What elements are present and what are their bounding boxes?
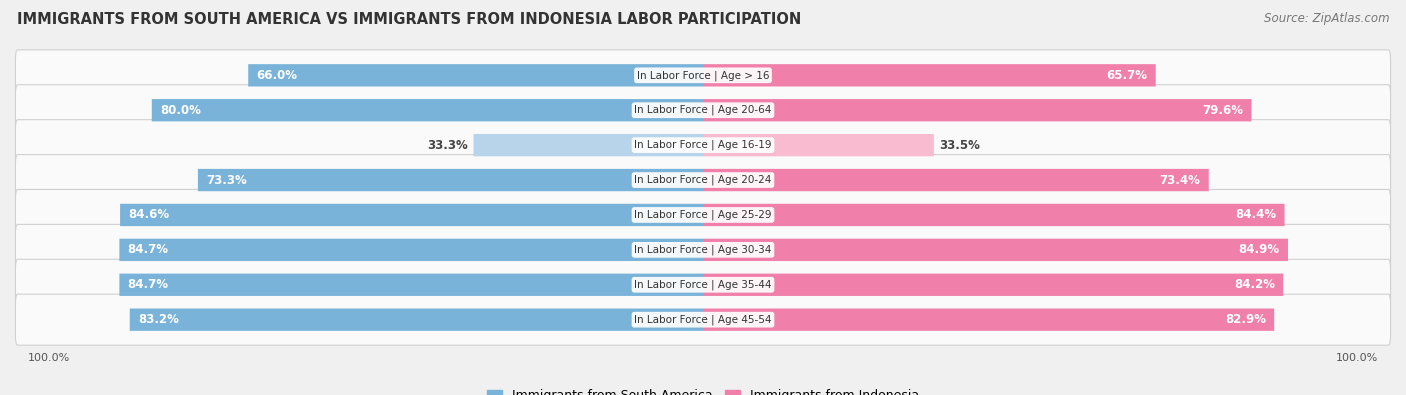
Text: 84.2%: 84.2% (1234, 278, 1275, 291)
FancyBboxPatch shape (120, 204, 703, 226)
Text: In Labor Force | Age 35-44: In Labor Force | Age 35-44 (634, 280, 772, 290)
Text: Source: ZipAtlas.com: Source: ZipAtlas.com (1264, 12, 1389, 25)
Text: 73.4%: 73.4% (1160, 173, 1201, 186)
FancyBboxPatch shape (15, 294, 1391, 345)
Text: 33.3%: 33.3% (427, 139, 468, 152)
Text: 83.2%: 83.2% (138, 313, 179, 326)
Text: 84.7%: 84.7% (128, 278, 169, 291)
FancyBboxPatch shape (15, 85, 1391, 136)
Text: 65.7%: 65.7% (1107, 69, 1147, 82)
FancyBboxPatch shape (703, 64, 1156, 87)
Text: 84.6%: 84.6% (128, 209, 170, 222)
FancyBboxPatch shape (703, 308, 1274, 331)
FancyBboxPatch shape (249, 64, 703, 87)
FancyBboxPatch shape (703, 274, 1284, 296)
Text: 82.9%: 82.9% (1225, 313, 1265, 326)
Text: In Labor Force | Age 20-64: In Labor Force | Age 20-64 (634, 105, 772, 115)
Text: 33.5%: 33.5% (939, 139, 980, 152)
Text: 80.0%: 80.0% (160, 104, 201, 117)
Legend: Immigrants from South America, Immigrants from Indonesia: Immigrants from South America, Immigrant… (482, 384, 924, 395)
FancyBboxPatch shape (703, 99, 1251, 121)
FancyBboxPatch shape (15, 190, 1391, 241)
Text: In Labor Force | Age 16-19: In Labor Force | Age 16-19 (634, 140, 772, 150)
FancyBboxPatch shape (703, 134, 934, 156)
FancyBboxPatch shape (15, 259, 1391, 310)
Text: In Labor Force | Age 45-54: In Labor Force | Age 45-54 (634, 314, 772, 325)
FancyBboxPatch shape (15, 224, 1391, 275)
FancyBboxPatch shape (152, 99, 703, 121)
Text: In Labor Force | Age 25-29: In Labor Force | Age 25-29 (634, 210, 772, 220)
FancyBboxPatch shape (129, 308, 703, 331)
FancyBboxPatch shape (120, 274, 703, 296)
FancyBboxPatch shape (15, 120, 1391, 171)
Text: 100.0%: 100.0% (1336, 353, 1378, 363)
Text: 73.3%: 73.3% (207, 173, 247, 186)
FancyBboxPatch shape (703, 204, 1285, 226)
FancyBboxPatch shape (703, 239, 1288, 261)
Text: In Labor Force | Age 20-24: In Labor Force | Age 20-24 (634, 175, 772, 185)
FancyBboxPatch shape (120, 239, 703, 261)
Text: In Labor Force | Age > 16: In Labor Force | Age > 16 (637, 70, 769, 81)
FancyBboxPatch shape (15, 50, 1391, 101)
Text: IMMIGRANTS FROM SOUTH AMERICA VS IMMIGRANTS FROM INDONESIA LABOR PARTICIPATION: IMMIGRANTS FROM SOUTH AMERICA VS IMMIGRA… (17, 12, 801, 27)
FancyBboxPatch shape (198, 169, 703, 191)
FancyBboxPatch shape (15, 154, 1391, 205)
FancyBboxPatch shape (703, 169, 1209, 191)
Text: 84.7%: 84.7% (128, 243, 169, 256)
Text: 100.0%: 100.0% (28, 353, 70, 363)
Text: 79.6%: 79.6% (1202, 104, 1243, 117)
FancyBboxPatch shape (474, 134, 703, 156)
Text: 84.9%: 84.9% (1239, 243, 1279, 256)
Text: 84.4%: 84.4% (1234, 209, 1277, 222)
Text: 66.0%: 66.0% (256, 69, 298, 82)
Text: In Labor Force | Age 30-34: In Labor Force | Age 30-34 (634, 245, 772, 255)
